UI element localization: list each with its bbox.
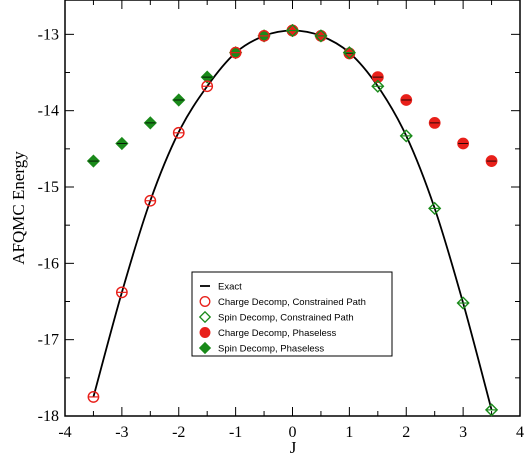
data-point-open-diamond <box>428 201 442 215</box>
x-tick-label: -1 <box>229 424 242 441</box>
data-point-open-diamond <box>456 296 470 310</box>
x-tick-label: -2 <box>172 424 185 441</box>
legend-swatch <box>199 296 211 307</box>
data-point-open-circle <box>172 126 185 139</box>
data-point-open-diamond <box>314 29 328 43</box>
x-axis-label: J <box>290 438 297 457</box>
legend-entry: Spin Decomp, Phaseless <box>198 341 324 355</box>
legend-label: Charge Decomp, Constrained Path <box>218 297 366 308</box>
y-axis-label: AFQMC Energy <box>9 151 28 265</box>
x-tick-label: 3 <box>459 424 467 441</box>
axis-ticks <box>64 0 521 417</box>
legend-label: Spin Decomp, Phaseless <box>218 344 324 355</box>
legend-label: Spin Decomp, Constrained Path <box>218 313 354 324</box>
tick-labels: -4 -3 -2 -1 0 1 2 3 4 -18 -17 -16 -15 -14 -13 <box>38 26 524 441</box>
series-filled-diamond <box>86 23 300 168</box>
legend-swatch <box>198 341 212 355</box>
legend-label: Charge Decomp, Phaseless <box>218 328 337 339</box>
series-open-diamond <box>285 23 499 417</box>
data-point-open-circle <box>258 29 270 42</box>
legend-label: Exact <box>218 282 242 293</box>
x-tick-label: -3 <box>115 424 128 441</box>
x-tick-label: 0 <box>289 424 297 441</box>
y-tick-label: -16 <box>38 255 59 272</box>
x-tick-label: -4 <box>58 424 71 441</box>
legend-entry: Charge Decomp, Constrained Path <box>199 296 366 308</box>
data-point-open-circle <box>115 286 128 299</box>
x-tick-label: 2 <box>402 424 410 441</box>
x-tick-label: 1 <box>345 424 353 441</box>
series-layer <box>86 23 499 417</box>
y-tick-label: -17 <box>38 332 59 349</box>
data-point-open-circle <box>87 391 100 403</box>
data-point-open-circle <box>144 194 157 207</box>
legend-entry: Spin Decomp, Constrained Path <box>198 310 354 324</box>
legend-box <box>191 271 393 357</box>
x-tick-label: 4 <box>516 424 524 441</box>
data-point-open-diamond <box>399 129 413 143</box>
legend-swatch <box>198 310 212 324</box>
data-point-open-diamond <box>285 23 300 38</box>
data-point-open-diamond <box>371 79 385 93</box>
y-tick-label: -15 <box>38 179 59 196</box>
y-tick-label: -14 <box>38 103 59 120</box>
legend: Exact Charge Decomp, Constrained Path Spin… <box>191 271 393 357</box>
legend-entry: Exact <box>200 282 242 293</box>
y-tick-label: -18 <box>38 408 59 425</box>
y-tick-label: -13 <box>38 26 59 43</box>
data-point-open-diamond <box>484 403 499 417</box>
legend-entry: Charge Decomp, Phaseless <box>199 327 337 339</box>
data-point-open-circle <box>201 80 214 93</box>
data-point-open-diamond <box>342 46 356 60</box>
series-filled-circle <box>286 24 498 167</box>
data-point-open-circle <box>229 46 242 59</box>
legend-swatch <box>199 327 211 338</box>
